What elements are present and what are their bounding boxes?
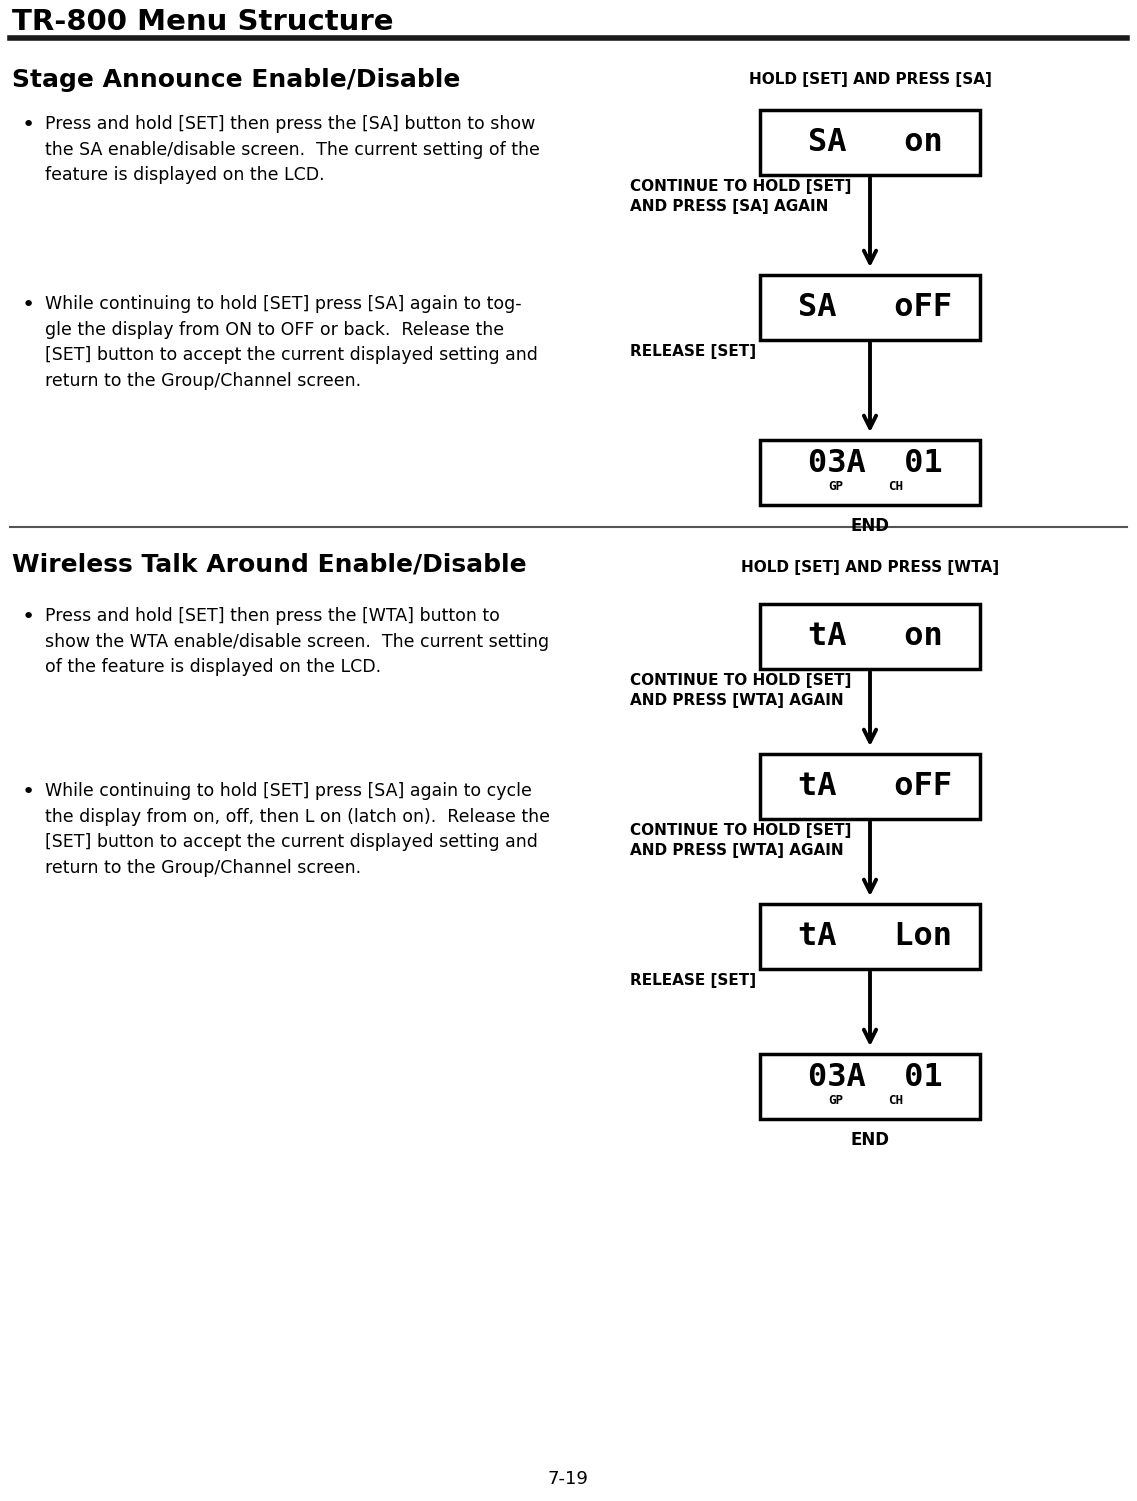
Text: tA   oFF: tA oFF — [798, 772, 952, 802]
Text: While continuing to hold [SET] press [SA] again to tog-
gle the display from ON : While continuing to hold [SET] press [SA… — [45, 296, 538, 390]
Text: SA   on: SA on — [807, 128, 943, 158]
Text: CH: CH — [888, 1094, 903, 1108]
Text: RELEASE [SET]: RELEASE [SET] — [630, 973, 756, 988]
Text: Press and hold [SET] then press the [SA] button to show
the SA enable/disable sc: Press and hold [SET] then press the [SA]… — [45, 116, 540, 185]
Bar — [760, 603, 980, 669]
Text: Stage Announce Enable/Disable: Stage Announce Enable/Disable — [13, 68, 460, 92]
Text: END: END — [850, 1130, 889, 1148]
Text: tA   on: tA on — [807, 621, 943, 651]
Text: 7-19: 7-19 — [548, 1469, 589, 1487]
Text: CH: CH — [888, 480, 903, 492]
Bar — [760, 110, 980, 176]
Text: HOLD [SET] AND PRESS [SA]: HOLD [SET] AND PRESS [SA] — [748, 72, 991, 87]
Text: GP: GP — [828, 1094, 843, 1108]
Bar — [760, 754, 980, 820]
Text: Wireless Talk Around Enable/Disable: Wireless Talk Around Enable/Disable — [13, 552, 526, 576]
Text: tA   Lon: tA Lon — [798, 922, 952, 952]
Text: HOLD [SET] AND PRESS [WTA]: HOLD [SET] AND PRESS [WTA] — [741, 560, 999, 575]
Text: CONTINUE TO HOLD [SET]
AND PRESS [SA] AGAIN: CONTINUE TO HOLD [SET] AND PRESS [SA] AG… — [630, 179, 852, 213]
Text: Press and hold [SET] then press the [WTA] button to
show the WTA enable/disable : Press and hold [SET] then press the [WTA… — [45, 606, 549, 677]
Bar — [760, 904, 980, 970]
Text: TR-800 Menu Structure: TR-800 Menu Structure — [13, 8, 393, 36]
Text: •: • — [22, 116, 35, 135]
Text: RELEASE [SET]: RELEASE [SET] — [630, 344, 756, 359]
Text: While continuing to hold [SET] press [SA] again to cycle
the display from on, of: While continuing to hold [SET] press [SA… — [45, 782, 550, 877]
Text: CONTINUE TO HOLD [SET]
AND PRESS [WTA] AGAIN: CONTINUE TO HOLD [SET] AND PRESS [WTA] A… — [630, 823, 852, 857]
Bar — [760, 275, 980, 341]
Text: •: • — [22, 782, 35, 802]
Text: GP: GP — [828, 480, 843, 492]
Text: CONTINUE TO HOLD [SET]
AND PRESS [WTA] AGAIN: CONTINUE TO HOLD [SET] AND PRESS [WTA] A… — [630, 672, 852, 708]
Text: •: • — [22, 606, 35, 627]
Bar — [760, 1054, 980, 1120]
Text: SA   oFF: SA oFF — [798, 293, 952, 323]
Text: 03A  01: 03A 01 — [807, 447, 943, 479]
Text: END: END — [850, 516, 889, 534]
Bar — [760, 440, 980, 504]
Text: 03A  01: 03A 01 — [807, 1063, 943, 1093]
Text: •: • — [22, 296, 35, 315]
